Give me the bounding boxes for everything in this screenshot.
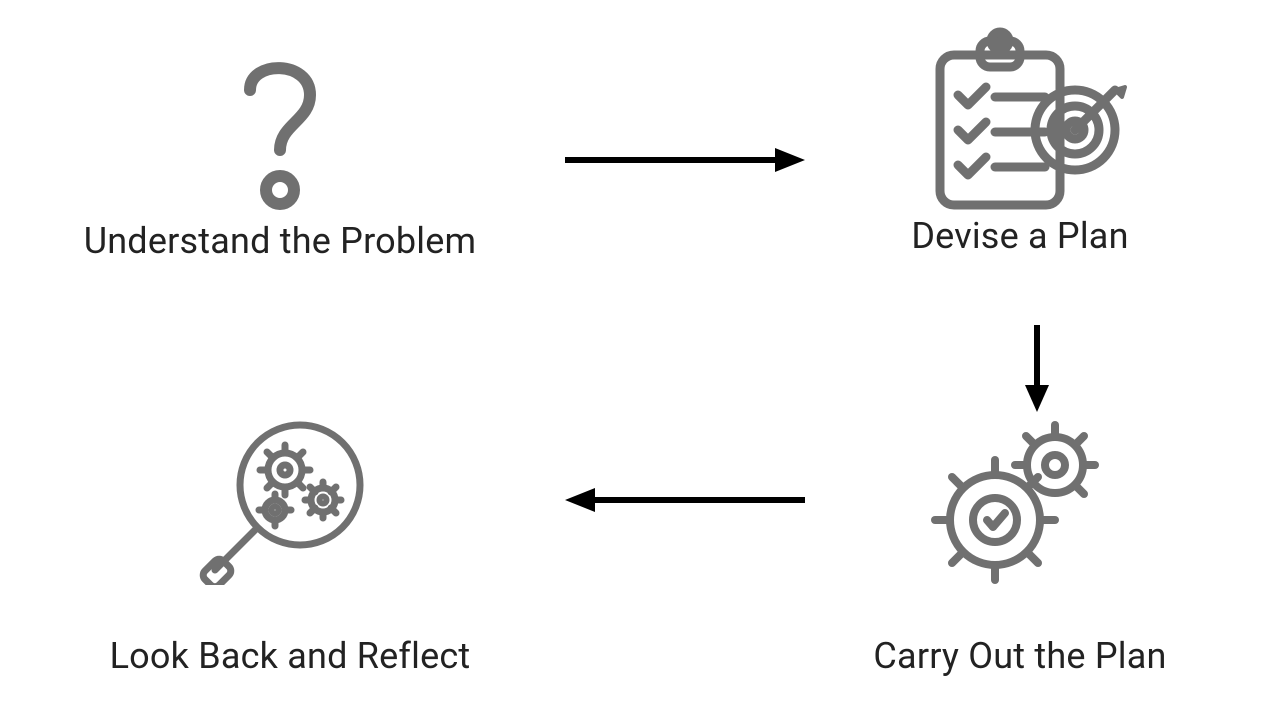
gears-check-icon bbox=[870, 410, 1170, 585]
arrow-left bbox=[560, 485, 810, 519]
clipboard-target-icon bbox=[870, 25, 1170, 215]
arrow-right bbox=[560, 145, 810, 179]
diagram-stage: Understand the Problem bbox=[0, 0, 1280, 720]
node-devise: Devise a Plan bbox=[870, 25, 1170, 257]
question-mark-icon bbox=[130, 40, 430, 220]
magnifier-gears-icon bbox=[140, 410, 440, 585]
node-understand: Understand the Problem bbox=[130, 40, 430, 262]
node-carry: Carry Out the Plan bbox=[870, 410, 1170, 677]
node-understand-label: Understand the Problem bbox=[84, 220, 477, 262]
arrow-down bbox=[1022, 320, 1052, 419]
node-reflect: Look Back and Reflect bbox=[110, 410, 470, 677]
node-devise-label: Devise a Plan bbox=[911, 215, 1128, 257]
node-carry-label: Carry Out the Plan bbox=[873, 635, 1166, 677]
node-reflect-label: Look Back and Reflect bbox=[110, 635, 471, 677]
